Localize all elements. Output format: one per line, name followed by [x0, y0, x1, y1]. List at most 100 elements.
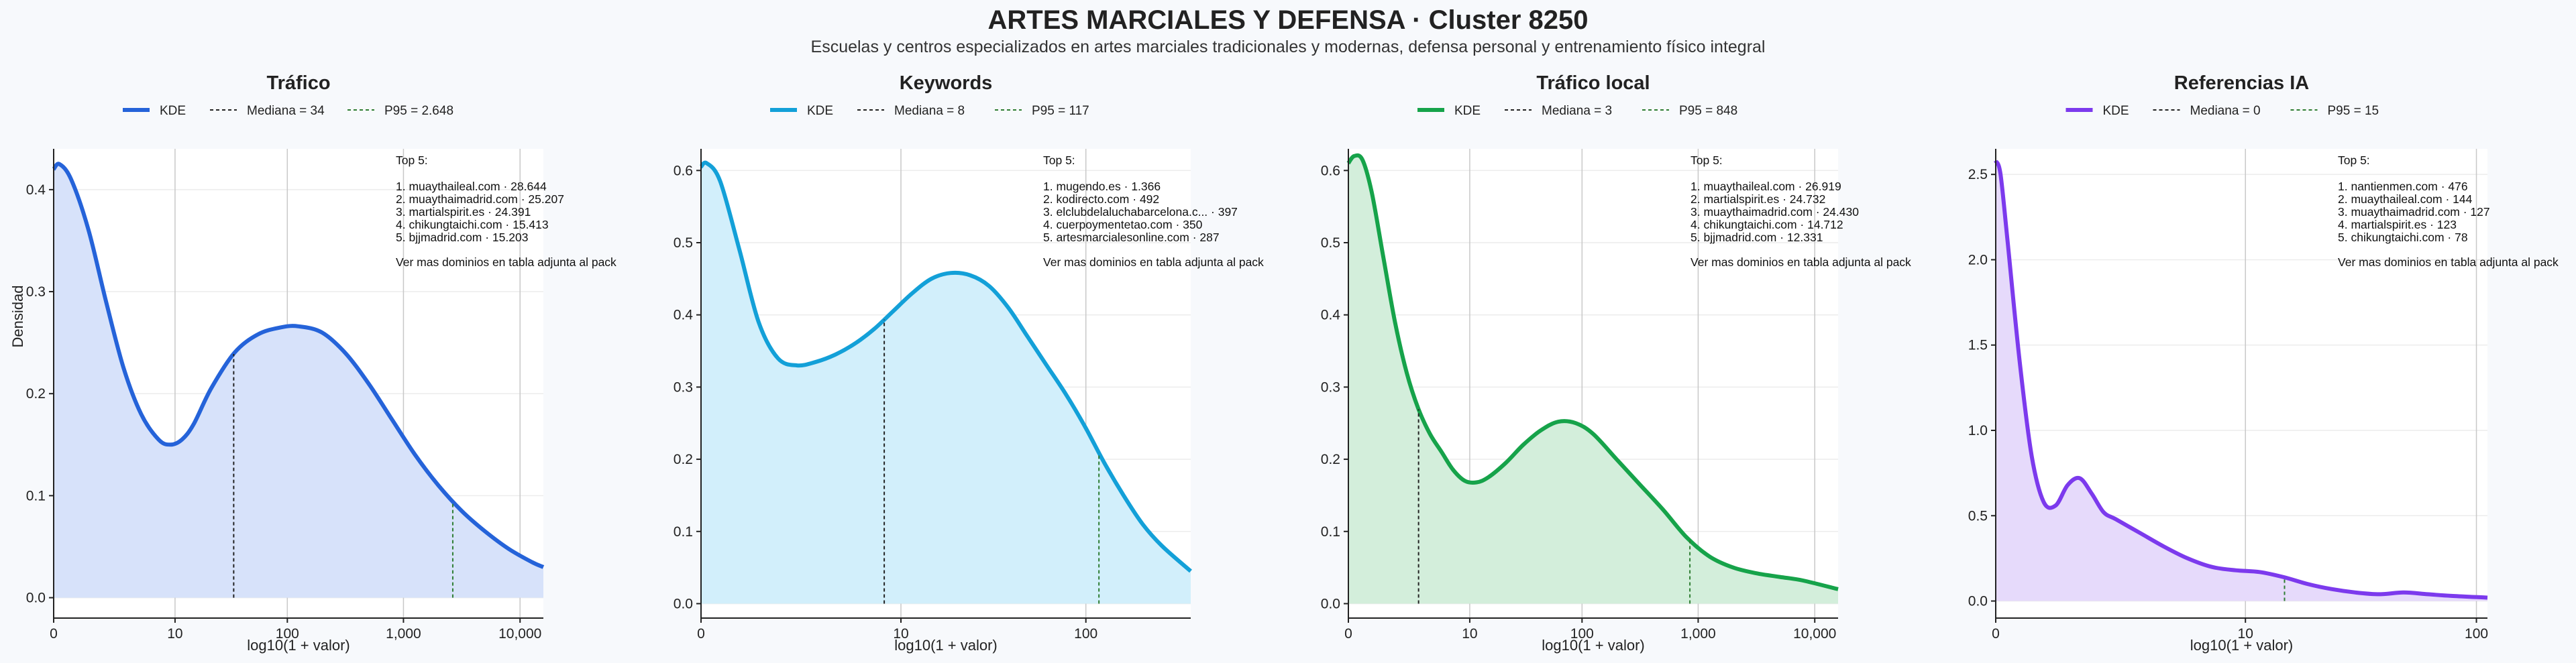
legend-p95-label: P95 = 117	[1032, 104, 1089, 118]
legend-p95-label: P95 = 15	[2328, 104, 2379, 118]
panel-2: 0 10 100 0.0 0.1 0.2 0.3 0.4 0.5 0.6 log10(1 + val…	[674, 72, 1264, 654]
y-tick-label: 0.1	[26, 488, 46, 503]
figure-subtitle: Escuelas y centros especializados en art…	[810, 38, 1766, 56]
legend-median-label: Mediana = 0	[2190, 104, 2261, 118]
top5-header: Top 5:	[2338, 154, 2370, 167]
y-tick-label: 2.5	[1968, 167, 1988, 182]
legend-kde-label: KDE	[1454, 104, 1481, 118]
legend-median-label: Mediana = 34	[247, 104, 325, 118]
y-tick-label: 0.0	[26, 591, 46, 606]
panel-3: 0 10 100 1,000 10,000 0.0 0.1 0.2 0.3 0.4 0.5 0.6 lo…	[1321, 72, 1911, 654]
kde-line	[1346, 153, 1839, 591]
y-tick-label: 0.5	[674, 235, 693, 251]
kde-area	[1996, 160, 2487, 601]
top5-footer: Ver mas dominios en tabla adjunta al pac…	[1690, 255, 1911, 269]
legend-median-label: Mediana = 8	[894, 104, 965, 118]
panel-title: Tráfico	[266, 72, 330, 94]
x-tick-label: 100	[276, 626, 299, 642]
x-tick-label: 10	[2238, 626, 2253, 642]
top5-item: 3. martialspirit.es · 24.391	[396, 205, 531, 219]
y-tick-label: 0.4	[26, 182, 46, 198]
x-tick-label: 0	[50, 626, 58, 642]
figure-title: ARTES MARCIALES Y DEFENSA · Cluster 8250	[987, 5, 1589, 35]
y-tick-label: 0.4	[674, 308, 694, 323]
legend-kde-label: KDE	[160, 104, 186, 118]
legend-kde-label: KDE	[2103, 104, 2129, 118]
top5-item: 5. chikungtaichi.com · 78	[2338, 231, 2468, 244]
x-tick-label: 1,000	[1680, 626, 1716, 642]
kde-area	[701, 162, 1191, 604]
top5-item: 1. mugendo.es · 1.366	[1043, 180, 1161, 193]
x-tick-label: 100	[1570, 626, 1594, 642]
top5-item: 4. martialspirit.es · 123	[2338, 218, 2457, 231]
y-tick-label: 0.6	[1321, 163, 1340, 178]
y-tick-label: 0.1	[674, 524, 693, 540]
y-tick-label: 0.5	[1321, 235, 1340, 251]
top5-item: 3. muaythaimadrid.com · 127	[2338, 205, 2490, 219]
x-axis-label: log10(1 + valor)	[2190, 637, 2293, 654]
top5-item: 4. chikungtaichi.com · 14.712	[1690, 218, 1843, 231]
x-tick-label: 10,000	[1793, 626, 1836, 642]
panel-title: Tráfico local	[1536, 72, 1650, 94]
y-tick-label: 0.0	[1968, 594, 1988, 609]
kde-line	[1994, 160, 2488, 600]
top5-item: 2. muaythaileal.com · 144	[2338, 192, 2473, 206]
y-tick-label: 0.2	[1321, 452, 1340, 467]
y-tick-label: 0.4	[1321, 308, 1341, 323]
panel-1: 0 10 100 1,000 10,000 0.0 0.1 0.2 0.3 0.4 log10(1 …	[9, 72, 616, 654]
y-tick-label: 0.5	[1968, 508, 1988, 524]
y-tick-label: 0.3	[674, 379, 693, 395]
x-tick-label: 10	[1462, 626, 1477, 642]
top5-item: 3. muaythaimadrid.com · 24.430	[1690, 205, 1859, 219]
y-tick-label: 0.2	[26, 386, 46, 402]
panel-title: Keywords	[900, 72, 993, 94]
x-tick-label: 0	[697, 626, 705, 642]
top5-item: 4. chikungtaichi.com · 15.413	[396, 218, 549, 231]
legend-kde-label: KDE	[807, 104, 833, 118]
kde-line	[52, 162, 545, 569]
panel-4: 0 10 100 0.0 0.5 1.0 1.5 2.0 2.5 log10(1 + valor)…	[1968, 72, 2559, 654]
top5-item: 2. muaythaimadrid.com · 25.207	[396, 192, 564, 206]
x-tick-label: 1,000	[386, 626, 421, 642]
legend-p95-label: P95 = 2.648	[384, 104, 453, 118]
top5-header: Top 5:	[1690, 154, 1723, 167]
y-tick-label: 1.0	[1968, 423, 1988, 438]
x-tick-label: 10	[167, 626, 182, 642]
top5-item: 4. cuerpoymentetao.com · 350	[1043, 218, 1203, 231]
top5-item: 3. elclubdelaluchabarcelona.c... · 397	[1043, 205, 1238, 219]
x-tick-label: 10	[893, 626, 908, 642]
y-tick-label: 1.5	[1968, 338, 1988, 353]
legend: KDE Mediana = 3 P95 = 848	[1417, 104, 1737, 118]
legend: KDE Mediana = 0 P95 = 15	[2065, 104, 2379, 118]
y-tick-label: 0.3	[1321, 379, 1340, 395]
y-tick-label: 0.0	[1321, 596, 1340, 611]
kde-line	[699, 160, 1192, 573]
y-tick-label: 0.0	[674, 596, 693, 611]
top5-item: 1. muaythaileal.com · 28.644	[396, 180, 547, 193]
top5-footer: Ver mas dominios en tabla adjunta al pac…	[396, 255, 616, 269]
y-axis-label: Densidad	[9, 286, 26, 348]
panel-title: Referencias IA	[2174, 72, 2310, 94]
legend-median-label: Mediana = 3	[1542, 104, 1612, 118]
y-tick-label: 2.0	[1968, 252, 1988, 267]
y-tick-label: 0.3	[26, 284, 46, 300]
x-axis-label: log10(1 + valor)	[247, 637, 350, 654]
legend-p95-label: P95 = 848	[1679, 104, 1737, 118]
x-axis-label: log10(1 + valor)	[894, 637, 997, 654]
x-tick-label: 0	[1992, 626, 2000, 642]
x-tick-label: 0	[1344, 626, 1352, 642]
x-tick-label: 10,000	[498, 626, 541, 642]
top5-item: 5. bjjmadrid.com · 12.331	[1690, 231, 1823, 244]
legend: KDE Mediana = 8 P95 = 117	[770, 104, 1089, 118]
top5-item: 1. muaythaileal.com · 26.919	[1690, 180, 1841, 193]
kde-area	[1348, 155, 1838, 604]
y-tick-label: 0.1	[1321, 524, 1340, 540]
top5-item: 1. nantienmen.com · 476	[2338, 180, 2468, 193]
top5-item: 5. artesmarcialesonline.com · 287	[1043, 231, 1220, 244]
x-tick-label: 100	[2465, 626, 2488, 642]
legend: KDE Mediana = 34 P95 = 2.648	[123, 104, 453, 118]
